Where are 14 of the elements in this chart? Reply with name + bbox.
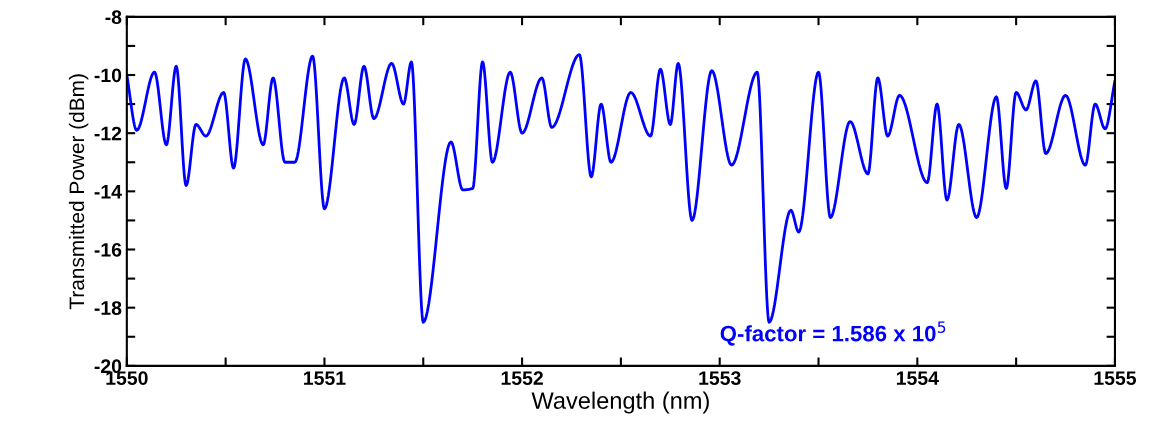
x-axis-title: Wavelength (nm)	[531, 391, 709, 414]
x-tick-label: 1554	[896, 371, 939, 385]
x-tick-label: 1551	[304, 371, 346, 385]
y-tick-label: -12	[94, 126, 122, 141]
y-tick-label: -18	[94, 301, 122, 315]
x-tick-label: 1553	[699, 371, 741, 386]
y-tick-label: -10	[94, 68, 122, 83]
x-tick-label: 1552	[501, 371, 543, 385]
y-tick-label: -14	[94, 185, 122, 199]
x-tick-label: 1555	[1094, 371, 1137, 385]
y-tick-label: -16	[94, 242, 122, 257]
y-tick-label: -8	[105, 10, 122, 25]
y-axis-title: Transmitted Power (dBm)	[68, 74, 89, 310]
annotation: Q-factor = 1.586 x 10$^{5}$	[720, 321, 946, 346]
